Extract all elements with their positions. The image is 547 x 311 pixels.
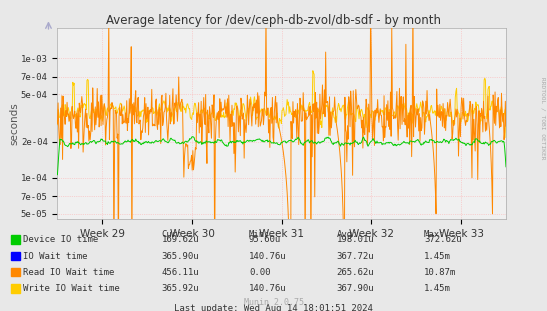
- Text: Cur:: Cur:: [161, 230, 183, 239]
- Text: 140.76u: 140.76u: [249, 252, 287, 261]
- Text: 10.87m: 10.87m: [424, 268, 456, 277]
- Y-axis label: seconds: seconds: [9, 102, 20, 145]
- Text: 265.62u: 265.62u: [336, 268, 374, 277]
- Text: 1.45m: 1.45m: [424, 284, 451, 293]
- Text: Last update: Wed Aug 14 18:01:51 2024: Last update: Wed Aug 14 18:01:51 2024: [174, 304, 373, 311]
- Text: Max:: Max:: [424, 230, 445, 239]
- Text: 365.92u: 365.92u: [161, 284, 199, 293]
- Text: 1.45m: 1.45m: [424, 252, 451, 261]
- Text: 372.62u: 372.62u: [424, 235, 462, 244]
- Text: Munin 2.0.75: Munin 2.0.75: [243, 298, 304, 307]
- Text: RRDTOOL / TOBI OETIKER: RRDTOOL / TOBI OETIKER: [541, 77, 546, 160]
- Text: Avg:: Avg:: [336, 230, 358, 239]
- Text: Min:: Min:: [249, 230, 270, 239]
- Text: 0.00: 0.00: [249, 268, 270, 277]
- Text: Device IO time: Device IO time: [23, 235, 98, 244]
- Text: Average latency for /dev/ceph-db-zvol/db-sdf - by month: Average latency for /dev/ceph-db-zvol/db…: [106, 14, 441, 27]
- Text: 367.72u: 367.72u: [336, 252, 374, 261]
- Text: 95.60u: 95.60u: [249, 235, 281, 244]
- Text: 169.62u: 169.62u: [161, 235, 199, 244]
- Text: 198.01u: 198.01u: [336, 235, 374, 244]
- Text: Read IO Wait time: Read IO Wait time: [23, 268, 114, 277]
- Text: Write IO Wait time: Write IO Wait time: [23, 284, 120, 293]
- Text: 367.90u: 367.90u: [336, 284, 374, 293]
- Text: 365.90u: 365.90u: [161, 252, 199, 261]
- Text: IO Wait time: IO Wait time: [23, 252, 88, 261]
- Text: 456.11u: 456.11u: [161, 268, 199, 277]
- Text: 140.76u: 140.76u: [249, 284, 287, 293]
